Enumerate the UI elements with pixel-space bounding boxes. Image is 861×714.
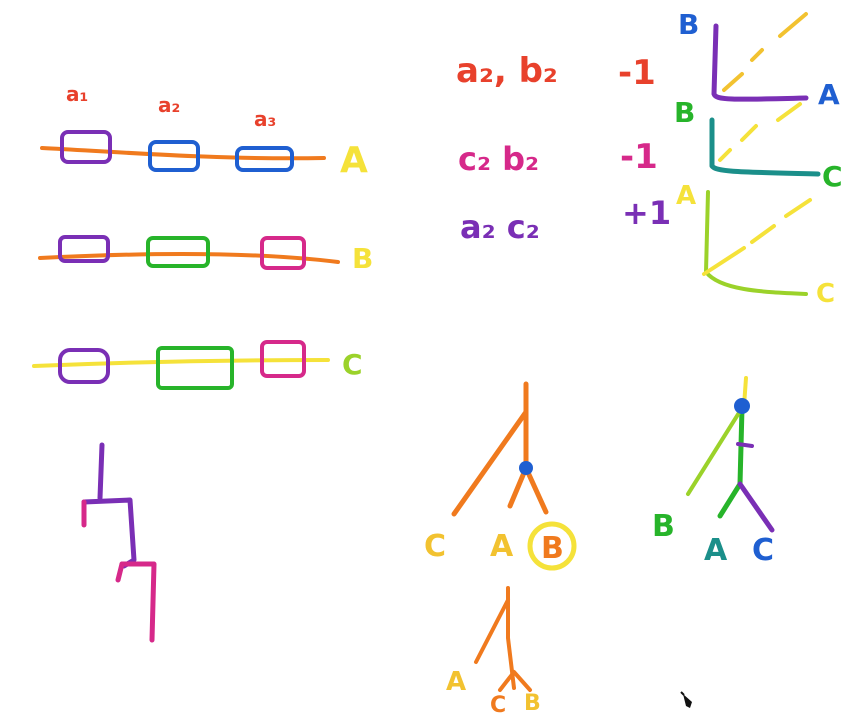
sequence-b-label: B bbox=[352, 242, 373, 275]
alignment-sketch: a₁ a₂ a₃ A B C bbox=[32, 82, 373, 643]
pair-1-label: a₂, b₂ bbox=[456, 51, 558, 91]
dotplot-2-diagonal bbox=[718, 102, 802, 162]
dotplot-3: A C bbox=[676, 181, 835, 309]
tree-2-leaf-c: C bbox=[752, 533, 774, 568]
tree-3-branch-a bbox=[474, 598, 510, 664]
tree-1-leaf-c: C bbox=[424, 529, 446, 564]
dotplot-1-diagonal bbox=[722, 12, 808, 92]
dotplot-1: B A bbox=[678, 8, 840, 111]
pair-scores: a₂, b₂ -1 c₂ b₂ -1 a₂ c₂ +1 bbox=[456, 51, 671, 246]
dotplot-1-x-label: A bbox=[818, 78, 840, 111]
column-label-a3: a₃ bbox=[254, 107, 276, 131]
tree-1-branch-b bbox=[523, 465, 549, 515]
tree-1-leaf-b: B bbox=[541, 531, 564, 566]
sequence-a-line bbox=[40, 146, 326, 161]
pair-2-label: c₂ b₂ bbox=[458, 140, 539, 178]
tree-1-node-dot bbox=[519, 461, 533, 475]
dotplot-2: B C bbox=[674, 96, 843, 193]
tree-3-leaf-a: A bbox=[446, 667, 466, 697]
tree-2-leaf-b: B bbox=[652, 509, 675, 544]
tree-2: B A C bbox=[652, 376, 775, 568]
tree-2-branch-a bbox=[717, 481, 743, 519]
sequence-c-row: C bbox=[32, 340, 363, 390]
tree-2-branch-c bbox=[737, 481, 775, 533]
staircase-top-stem bbox=[97, 442, 105, 501]
sequence-b-box-3 bbox=[260, 236, 306, 270]
tree-3-leaf-b: B bbox=[524, 691, 541, 714]
pen-cursor-icon bbox=[680, 691, 692, 708]
column-label-a2: a₂ bbox=[158, 93, 180, 117]
sequence-a-label: A bbox=[340, 140, 368, 181]
tree-3-lower-fork bbox=[498, 670, 532, 692]
pair-2-score: -1 bbox=[620, 137, 658, 177]
dotplot-3-axes bbox=[704, 190, 808, 296]
tree-1: C A B bbox=[424, 381, 577, 571]
tree-3-leaf-c: C bbox=[490, 693, 506, 714]
tree-2-branch-b bbox=[686, 406, 744, 496]
tree-2-tick bbox=[736, 442, 754, 448]
sequence-b-line bbox=[38, 252, 340, 264]
sequence-c-line bbox=[32, 358, 330, 368]
dotplot-2-axes bbox=[709, 117, 821, 177]
staircase-step bbox=[81, 497, 137, 569]
pair-1-score: -1 bbox=[618, 53, 656, 93]
staircase-small-drop bbox=[115, 561, 125, 583]
dotplot-3-y-label: A bbox=[676, 181, 696, 211]
pair-3-score: +1 bbox=[622, 194, 671, 232]
sequence-a-box-2 bbox=[148, 140, 200, 172]
staircase-sketch bbox=[81, 442, 157, 643]
tree-2-node-dot bbox=[734, 398, 750, 414]
sequence-b-row: B bbox=[38, 235, 373, 275]
sequence-b-box-1 bbox=[58, 235, 110, 263]
sequence-c-box-1 bbox=[58, 348, 110, 384]
dotplot-2-x-label: C bbox=[822, 160, 843, 193]
pair-3-label: a₂ c₂ bbox=[460, 208, 540, 246]
sequence-c-label: C bbox=[342, 348, 363, 381]
tree-1-branch-c bbox=[451, 409, 529, 517]
sequence-a-box-1 bbox=[60, 130, 112, 164]
sequence-c-box-2 bbox=[156, 346, 234, 390]
tree-1-highlight-circle bbox=[527, 521, 577, 571]
column-label-a1: a₁ bbox=[66, 82, 88, 106]
dotplot-3-x-label: C bbox=[816, 279, 835, 309]
sequence-a-box-3 bbox=[235, 146, 294, 172]
dotplot-2-y-label: B bbox=[674, 96, 695, 129]
tree-3: A C B bbox=[446, 586, 541, 714]
sequence-b-box-2 bbox=[146, 236, 210, 268]
dotplot-3-diagonal bbox=[702, 198, 812, 276]
dotplot-1-axes bbox=[711, 23, 809, 102]
tree-2-leaf-a: A bbox=[704, 533, 728, 568]
staircase-bottom bbox=[119, 561, 157, 643]
dotplot-1-y-label: B bbox=[678, 8, 699, 41]
sequence-a-row: A bbox=[40, 130, 368, 181]
tree-1-leaf-a: A bbox=[490, 529, 514, 564]
sequence-c-box-3 bbox=[260, 340, 306, 378]
